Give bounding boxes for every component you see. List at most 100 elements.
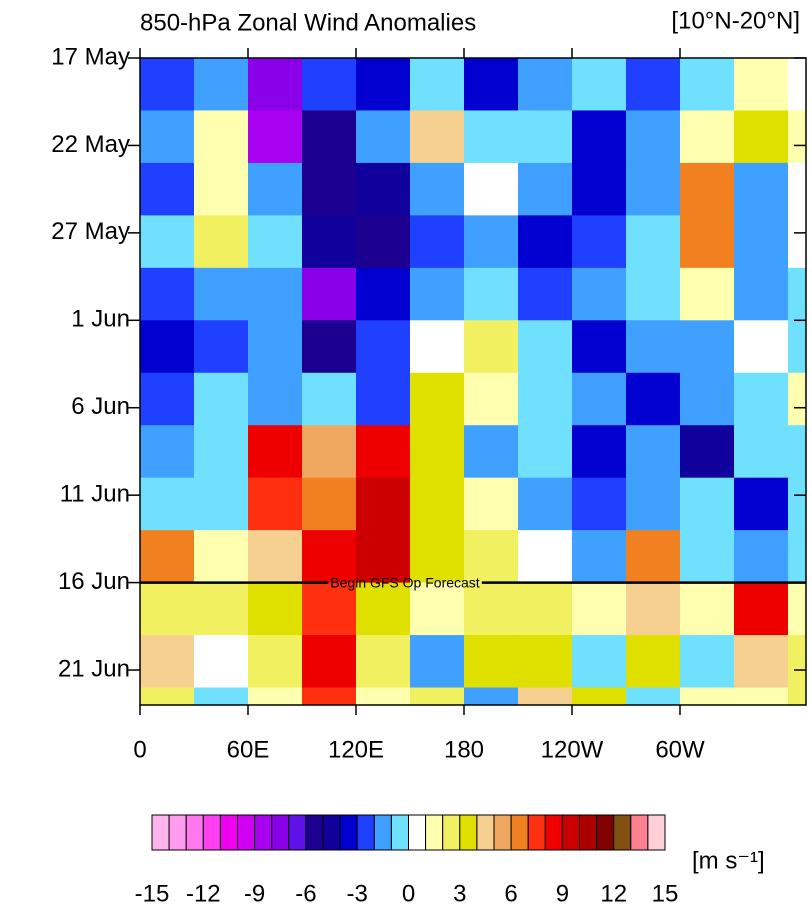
cell: [788, 162, 807, 216]
cell: [302, 582, 357, 636]
cell: [410, 110, 465, 164]
cell: [626, 372, 681, 426]
cell: [302, 687, 357, 706]
cell: [248, 320, 303, 374]
cell: [302, 215, 357, 269]
cell: [140, 267, 195, 321]
cell: [248, 267, 303, 321]
colorbar-box: [561, 814, 581, 851]
cell: [410, 58, 465, 111]
cell: [626, 110, 681, 164]
cell: [302, 267, 357, 321]
cell: [356, 215, 411, 269]
cell: [194, 582, 249, 636]
colorbar-box: [596, 814, 615, 851]
cell: [788, 477, 807, 531]
colorbar-box: [442, 814, 461, 851]
cell: [302, 162, 357, 216]
cell: [626, 320, 681, 374]
plot-frame: [139, 57, 807, 706]
colorbar-box: [630, 814, 649, 851]
cell: [140, 425, 195, 479]
cell: [302, 58, 357, 111]
cell: [464, 58, 519, 111]
cell: [140, 687, 195, 706]
cell: [788, 267, 807, 321]
chart-title: 850-hPa Zonal Wind Anomalies: [140, 9, 476, 36]
colorbar-box: [476, 814, 495, 851]
cell: [140, 635, 195, 689]
colorbar-box: [390, 814, 409, 851]
cell: [626, 687, 681, 706]
cell: [734, 425, 789, 479]
cell: [194, 372, 249, 426]
cell: [356, 110, 411, 164]
cell: [248, 110, 303, 164]
cell: [140, 110, 195, 164]
cell: [248, 635, 303, 689]
cell: [680, 582, 735, 636]
cell: [626, 267, 681, 321]
cell: [734, 687, 789, 706]
annotation-label: Begin GFS Op Forecast: [330, 574, 480, 590]
y-tick-label: 11 Jun: [60, 481, 130, 508]
cell: [410, 530, 465, 584]
cell: [572, 372, 627, 426]
colorbar-box: [185, 814, 204, 851]
cell: [626, 215, 681, 269]
colorbar-box: [510, 814, 529, 851]
cell: [572, 477, 627, 531]
colorbar-box: [425, 814, 444, 851]
cell: [734, 372, 789, 426]
cell: [248, 162, 303, 216]
cell: [734, 110, 789, 164]
cell: [572, 162, 627, 216]
cell: [788, 530, 807, 584]
cell: [410, 582, 465, 636]
cell: [734, 530, 789, 584]
colorbar-box: [356, 814, 375, 851]
cell: [464, 477, 519, 531]
colorbar-tick-label: -12: [186, 880, 221, 907]
cell: [356, 582, 411, 636]
cell: [734, 477, 789, 531]
cell: [572, 635, 627, 689]
cell: [194, 162, 249, 216]
cell: [302, 477, 357, 531]
cell: [680, 162, 735, 216]
cell: [626, 635, 681, 689]
x-tick-label: 60E: [227, 736, 270, 763]
y-tick-label: 1 Jun: [71, 306, 130, 333]
cell: [410, 635, 465, 689]
cell: [410, 425, 465, 479]
colorbar-box: [373, 814, 392, 851]
cell: [194, 425, 249, 479]
cell: [302, 635, 357, 689]
cell: [788, 58, 807, 111]
cell: [464, 110, 519, 164]
cell: [788, 425, 807, 479]
colorbar-tick-label: 3: [453, 880, 466, 907]
cell: [410, 320, 465, 374]
cell: [518, 162, 573, 216]
cell: [626, 425, 681, 479]
cell: [734, 162, 789, 216]
cell: [734, 320, 789, 374]
colorbar-tick-label: 6: [504, 880, 517, 907]
cell: [680, 530, 735, 584]
cell: [410, 215, 465, 269]
cell: [680, 320, 735, 374]
cell: [464, 425, 519, 479]
cell: [626, 58, 681, 111]
cell: [734, 215, 789, 269]
cell: [518, 477, 573, 531]
cell: [140, 372, 195, 426]
colorbar-tick-label: -6: [295, 880, 316, 907]
cell: [518, 58, 573, 111]
cell: [464, 530, 519, 584]
y-tick-label: 6 Jun: [71, 393, 130, 420]
cell: [572, 687, 627, 706]
colorbar-tick-label: 15: [652, 880, 679, 907]
cell: [356, 425, 411, 479]
cell: [248, 58, 303, 111]
